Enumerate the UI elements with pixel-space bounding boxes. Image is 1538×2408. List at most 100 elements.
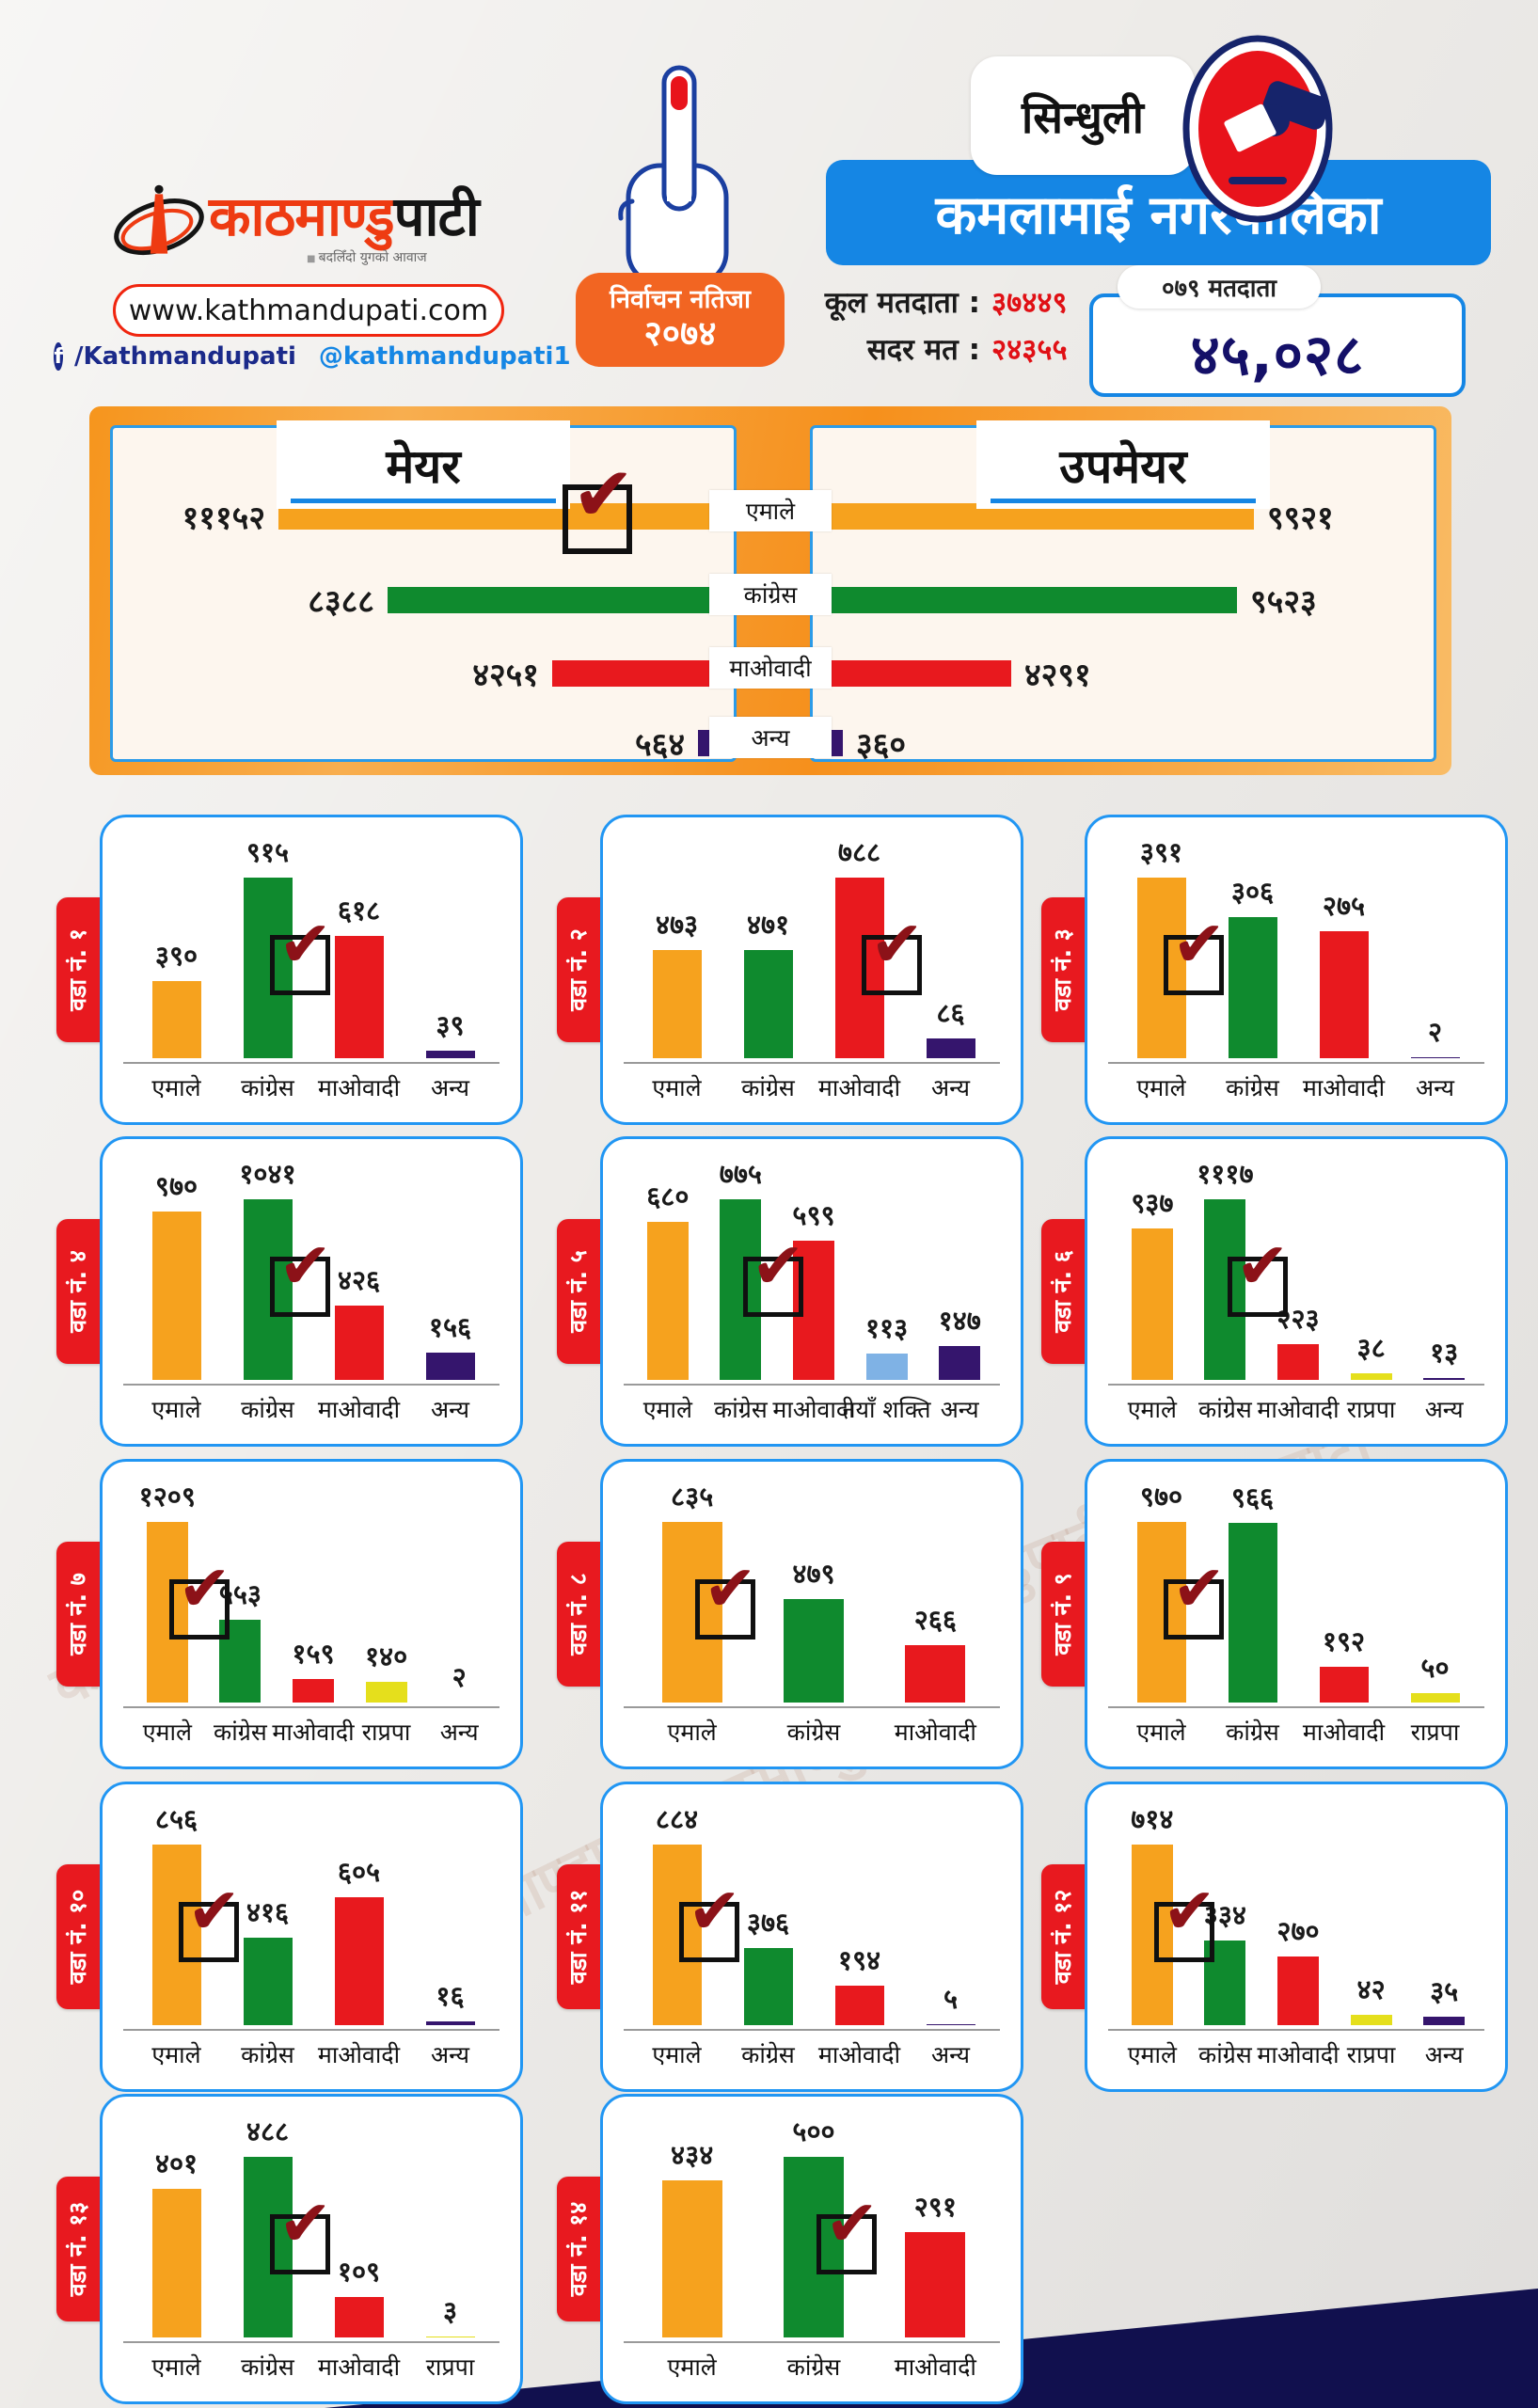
value-label: ४३४ — [671, 2139, 714, 2171]
municipality-bar: कमलामाई नगरपालिका — [826, 160, 1491, 265]
ward-chart: ३९१ एमाले ३०६ कांग्रेस २७५ माओवादी २ अन्य — [1085, 815, 1508, 1125]
ward-12-card: वडा नं. १२७१४एमाले३३४कांग्रेस२७०माओवादी४… — [1041, 1782, 1508, 2092]
axis-line — [1108, 2029, 1484, 2031]
bar-राप्रपा — [1410, 1693, 1460, 1703]
category-label: राप्रपा — [1346, 1396, 1396, 1423]
bar-अन्य — [1410, 1057, 1460, 1058]
district-pill: सिन्धुली — [971, 56, 1195, 175]
category-label: कांग्रेस — [1226, 1719, 1279, 1746]
ballot-box-icon — [1182, 35, 1333, 223]
logo-wordmark: काठमाण्डुपाटी — [209, 177, 480, 251]
value-label: ३६० — [856, 726, 907, 764]
winner-checkbox — [742, 1229, 805, 1317]
value-label: ७७५ — [719, 1158, 763, 1190]
value-label: ६८० — [646, 1180, 690, 1212]
winner-checkbox — [169, 1552, 231, 1640]
value-label: ७८८ — [837, 836, 881, 868]
category-label: कांग्रेस — [714, 1396, 768, 1423]
value-label: ३९१ — [1139, 836, 1183, 868]
bar-माओवादी — [334, 2297, 384, 2337]
category-label: एमाले — [1127, 1396, 1177, 1423]
category-label: एमाले — [142, 1719, 192, 1746]
ward-tab-label: वडा नं. ७ — [64, 1573, 91, 1656]
ward-chart: ३९० एमाले ९१५ कांग्रेस ६१८ माओवादी ३९ अन्य — [100, 815, 523, 1125]
category-label: अन्य — [439, 1719, 479, 1746]
social-row: /Kathmandupati @kathmandupati1 — [54, 342, 571, 371]
ward-tab-label: वडा नं. १ — [64, 928, 91, 1011]
ward-chart: ६८० एमाले ७७५ कांग्रेस ५९९ माओवादी ११३ नयाँ शक्… — [600, 1136, 1023, 1447]
deputy-mayor-panel: उपमेयर ९९२१ ९५२३ ४२९१ ३६० — [810, 420, 1436, 764]
ward-tab-label: वडा नं. १३ — [64, 2201, 91, 2297]
ward-chart: ८३५ एमाले ४७९ कांग्रेस २६६ माओवादी — [600, 1459, 1023, 1769]
category-label: एमाले — [151, 2041, 201, 2068]
bar-अन्य — [926, 2024, 975, 2025]
website-url: www.kathmandupati.com — [128, 293, 489, 327]
deputy-title: उपमेयर — [1059, 439, 1187, 494]
bar-एमाले — [652, 950, 702, 1058]
value-label: १११५२ — [182, 499, 265, 537]
category-label: माओवादी — [1257, 1396, 1340, 1423]
ward-8-card: वडा नं. ८ ८३५ एमाले ४७९ कांग्रेस २६६ माओवादी — [557, 1459, 1023, 1769]
bar-एमाले — [151, 2189, 201, 2337]
voters-2079-value: ४५,०२८ — [1190, 323, 1365, 388]
result-row: ८३८८ — [126, 583, 721, 621]
category-label: माओवादी — [817, 2041, 901, 2068]
bar-माओवादी — [1277, 1344, 1319, 1380]
category-label: कांग्रेस — [241, 1074, 294, 1101]
value-label: ९९२१ — [1267, 499, 1334, 537]
value-label: १११७ — [1197, 1158, 1254, 1190]
category-label: नयाँ शक्ति — [842, 1396, 931, 1423]
bar-अन्य — [425, 2021, 475, 2025]
value-label: ३५ — [1430, 1975, 1459, 2007]
value-label: ८८४ — [655, 1803, 699, 1835]
bar-माओवादी — [905, 2232, 966, 2337]
badge-line1: निर्वाचन नतिजा — [610, 285, 751, 315]
ward-3-card: वडा नं. ३ ३९१ एमाले ३०६ कांग्रेस २७५ माओवादी २ अ… — [1041, 815, 1508, 1125]
value-label: ८३८८ — [308, 583, 374, 621]
value-label: ६०५ — [337, 1856, 381, 1888]
category-label: एमाले — [151, 1074, 201, 1101]
axis-line — [1108, 1384, 1484, 1386]
category-label: एमाले — [652, 1074, 702, 1101]
bar-माओवादी — [552, 660, 721, 687]
category-label: अन्य — [1416, 1074, 1454, 1101]
value-label: ३९ — [436, 1009, 465, 1041]
category-label: एमाले — [667, 2353, 717, 2381]
value-label: १०९ — [337, 2256, 381, 2288]
ward-tab-label: वडा नं. ९ — [1049, 1573, 1076, 1656]
category-label: अन्य — [1424, 1396, 1464, 1423]
ward-chart: १२०९एमाले५५३कांग्रेस१५९माओवादी१४०राप्रपा… — [100, 1459, 523, 1769]
winner-checkbox — [179, 1875, 241, 1962]
bar-माओवादी — [334, 936, 384, 1058]
value-label: १३ — [1430, 1337, 1459, 1369]
axis-line — [624, 2029, 1000, 2031]
category-label: अन्य — [931, 1074, 970, 1101]
value-label: ९७० — [1139, 1481, 1183, 1513]
category-label: कांग्रेस — [786, 2353, 841, 2381]
value-label: २ — [1427, 1016, 1443, 1048]
bar-राप्रपा — [1350, 1373, 1392, 1380]
value-label: ८३५ — [671, 1481, 714, 1513]
bar-माओवादी — [905, 1645, 966, 1703]
title-underline — [291, 499, 556, 503]
value-label: ४२ — [1356, 1973, 1386, 2005]
bar-एमाले — [151, 1212, 201, 1380]
ward-tab-label: वडा नं. ११ — [564, 1889, 592, 1985]
category-label: कांग्रेस — [1226, 1074, 1279, 1101]
value-label: २६६ — [913, 1604, 957, 1636]
axis-line — [123, 2341, 499, 2343]
logo-part-red: काठमाण्डु — [209, 184, 395, 248]
valid-votes-value: २४३५५ — [991, 333, 1068, 367]
voters-2079-box: ४५,०२८ — [1089, 293, 1466, 397]
result-row: ९५२३ — [826, 583, 1420, 621]
category-label: माओवादी — [317, 1396, 401, 1423]
value-label: ४७१ — [746, 909, 790, 941]
value-label: १५६ — [428, 1311, 472, 1343]
category-label: अन्य — [431, 1074, 469, 1101]
party-label: एमाले — [709, 490, 832, 531]
category-label: अन्य — [1424, 2041, 1464, 2068]
ward-tab-label: वडा नं. २ — [564, 928, 592, 1011]
voters-2079-pill: ०७९ मतदाता — [1118, 265, 1321, 309]
logo-part-black: पाटी — [393, 184, 480, 248]
category-label: माओवादी — [894, 1719, 976, 1746]
